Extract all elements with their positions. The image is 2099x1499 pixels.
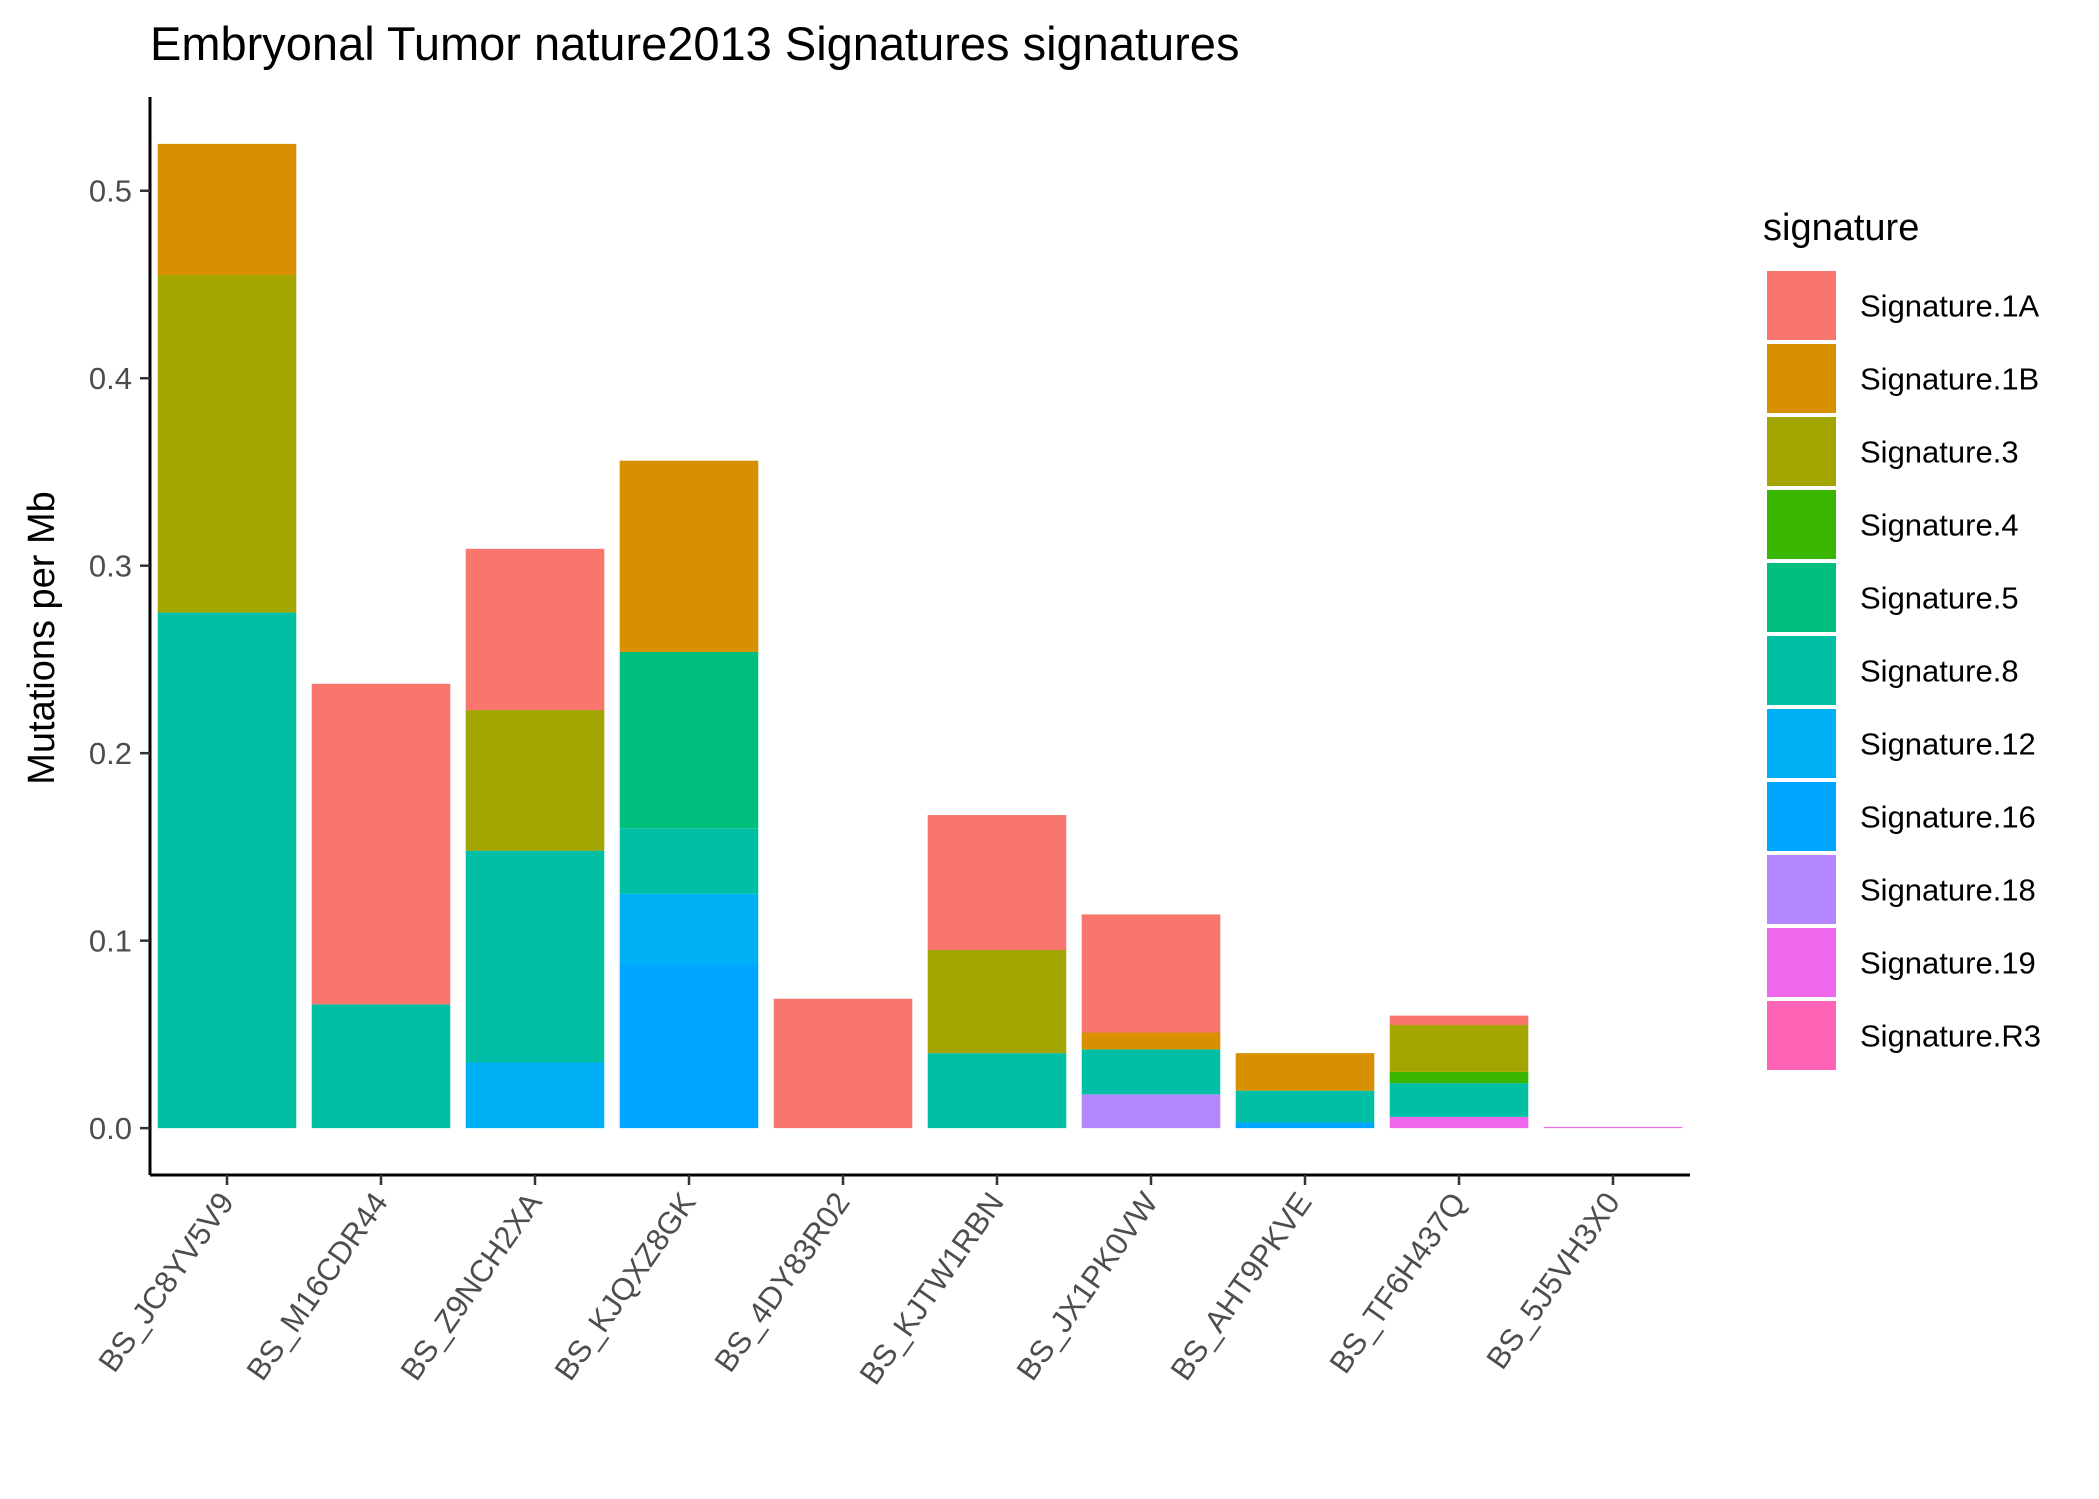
bar-segment-BS_JX1PK0VW-Signature.8 [1081, 1049, 1221, 1095]
bar-segment-BS_JC8YV5V9-Signature.1B [157, 143, 297, 276]
bar-segment-BS_KJTW1RBN-Signature.3 [927, 950, 1067, 1054]
bar-segment-BS_JX1PK0VW-Signature.18 [1081, 1094, 1221, 1129]
bar-segment-BS_KJTW1RBN-Signature.8 [927, 1053, 1067, 1129]
legend-label: Signature.5 [1860, 581, 2019, 616]
bar-segment-BS_KJQXZ8GK-Signature.16 [619, 965, 759, 1129]
bar-segment-BS_Z9NCH2XA-Signature.1A [465, 548, 605, 711]
y-axis-title: Mutations per Mb [21, 491, 63, 785]
legend-swatch-Signature.19 [1767, 928, 1836, 997]
chart-title: Embryonal Tumor nature2013 Signatures si… [150, 17, 1239, 70]
legend-swatch-Signature.5 [1767, 563, 1836, 632]
x-tick-label: BS_AHT9PKVE [1164, 1186, 1319, 1387]
legend-label: Signature.1B [1860, 362, 2039, 397]
x-tick-label: BS_KJQXZ8GK [548, 1186, 703, 1387]
y-tick-label: 0.5 [89, 174, 132, 209]
x-tick-label: BS_JC8YV5V9 [91, 1186, 240, 1378]
legend-label: Signature.18 [1860, 873, 2036, 908]
bar-segment-BS_AHT9PKVE-Signature.1B [1235, 1053, 1375, 1091]
y-tick-label: 0.4 [89, 361, 132, 396]
bar-segment-BS_M16CDR44-Signature.1A [311, 683, 451, 1005]
x-tick-label: BS_5J5VH3X0 [1479, 1186, 1626, 1375]
bar-segment-BS_TF6H437Q-Signature.4 [1389, 1071, 1529, 1084]
legend-label: Signature.12 [1860, 727, 2036, 762]
bar-segment-BS_Z9NCH2XA-Signature.12 [465, 1062, 605, 1129]
bar-segment-BS_JX1PK0VW-Signature.1A [1081, 914, 1221, 1033]
bar-segment-BS_Z9NCH2XA-Signature.8 [465, 850, 605, 1063]
bar-segment-BS_TF6H437Q-Signature.8 [1389, 1083, 1529, 1117]
bar-segment-BS_Z9NCH2XA-Signature.3 [465, 710, 605, 851]
bar-segment-BS_JX1PK0VW-Signature.1B [1081, 1032, 1221, 1050]
legend-swatch-Signature.8 [1767, 636, 1836, 705]
legend-label: Signature.16 [1860, 800, 2036, 835]
legend-label: Signature.8 [1860, 654, 2019, 689]
legend-swatch-Signature.3 [1767, 417, 1836, 486]
x-tick-label: BS_Z9NCH2XA [394, 1186, 549, 1387]
bar-segment-BS_4DY83R02-Signature.1A [773, 998, 913, 1129]
y-tick-label: 0.0 [89, 1111, 132, 1146]
legend-swatch-Signature.4 [1767, 490, 1836, 559]
legend-label: Signature.4 [1860, 508, 2019, 543]
bar-segment-BS_5J5VH3X0-Signature.19 [1543, 1126, 1683, 1129]
legend-title: signature [1763, 207, 1919, 249]
y-tick-label: 0.2 [89, 736, 132, 771]
bar-segment-BS_TF6H437Q-Signature.19 [1389, 1116, 1529, 1129]
bar-segment-BS_AHT9PKVE-Signature.16 [1235, 1122, 1375, 1129]
legend-swatch-Signature.1B [1767, 344, 1836, 413]
y-tick-label: 0.3 [89, 549, 132, 584]
legend-label: Signature.R3 [1860, 1019, 2041, 1054]
legend-swatch-Signature.1A [1767, 271, 1836, 340]
legend: signature Signature.1A Signature.1B Signat… [1763, 207, 2041, 1070]
bar-segment-BS_KJTW1RBN-Signature.1A [927, 815, 1067, 951]
bar-segment-BS_KJQXZ8GK-Signature.8 [619, 828, 759, 894]
legend-swatch-Signature.18 [1767, 855, 1836, 924]
bar-segment-BS_JC8YV5V9-Signature.3 [157, 275, 297, 613]
x-tick-label: BS_KJTW1RBN [853, 1186, 1011, 1391]
legend-label: Signature.3 [1860, 435, 2019, 470]
bar-segment-BS_AHT9PKVE-Signature.8 [1235, 1090, 1375, 1123]
x-tick-label: BS_JX1PK0VW [1010, 1185, 1166, 1386]
bar-segment-BS_TF6H437Q-Signature.3 [1389, 1025, 1529, 1072]
bar-segment-BS_JC8YV5V9-Signature.8 [157, 612, 297, 1129]
bar-segment-BS_KJQXZ8GK-Signature.12 [619, 893, 759, 966]
bar-segment-BS_TF6H437Q-Signature.1A [1389, 1015, 1529, 1026]
legend-swatch-Signature.12 [1767, 709, 1836, 778]
y-tick-label: 0.1 [89, 924, 132, 959]
x-tick-label: BS_TF6H437Q [1323, 1186, 1473, 1380]
x-tick-label: BS_M16CDR44 [240, 1186, 395, 1387]
legend-swatch-Signature.R3 [1767, 1001, 1836, 1070]
legend-swatch-Signature.16 [1767, 782, 1836, 851]
bar-segment-BS_M16CDR44-Signature.8 [311, 1004, 451, 1129]
bars-layer [157, 143, 1683, 1129]
x-tick-label: BS_4DY83R02 [707, 1186, 856, 1378]
legend-label: Signature.1A [1860, 289, 2040, 324]
legend-label: Signature.19 [1860, 946, 2036, 981]
bar-segment-BS_KJQXZ8GK-Signature.1B [619, 460, 759, 652]
bar-segment-BS_KJQXZ8GK-Signature.5 [619, 651, 759, 829]
